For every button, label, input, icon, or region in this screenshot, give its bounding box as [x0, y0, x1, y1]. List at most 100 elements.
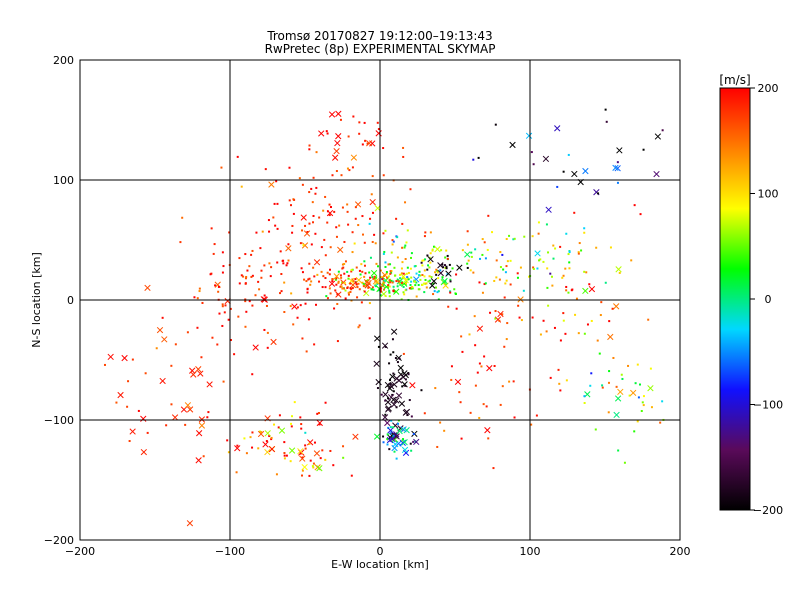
- data-point: [311, 201, 314, 204]
- data-point: [400, 272, 403, 275]
- data-point: [406, 266, 409, 269]
- data-point-cross: [399, 439, 406, 446]
- data-point: [343, 272, 346, 275]
- data-point: [363, 260, 366, 263]
- data-point: [396, 236, 399, 239]
- data-point: [402, 352, 405, 355]
- data-point: [472, 271, 475, 274]
- data-point: [250, 253, 253, 256]
- data-point: [539, 333, 542, 336]
- data-point-cross: [291, 303, 298, 310]
- data-point: [410, 415, 413, 418]
- data-point: [347, 277, 350, 280]
- data-point: [410, 276, 413, 279]
- data-point: [233, 353, 236, 356]
- data-point: [494, 310, 497, 313]
- data-point: [389, 379, 392, 382]
- data-point: [391, 393, 394, 396]
- data-point: [623, 461, 626, 464]
- x-axis-label: E-W location [km]: [331, 558, 429, 571]
- data-point: [411, 286, 414, 289]
- data-point: [498, 319, 501, 322]
- data-point: [200, 356, 203, 359]
- data-point: [395, 280, 398, 283]
- data-point: [306, 291, 309, 294]
- data-point: [466, 262, 469, 265]
- data-point-cross: [614, 395, 622, 402]
- data-point: [384, 265, 387, 268]
- data-point: [513, 237, 516, 240]
- data-point: [460, 437, 463, 440]
- y-axis-label: N-S location [km]: [30, 252, 43, 348]
- data-point: [400, 439, 403, 442]
- data-point-cross: [369, 198, 376, 206]
- data-point: [324, 195, 327, 198]
- data-point: [221, 251, 224, 254]
- data-point: [659, 421, 662, 424]
- data-point-cross: [390, 328, 398, 335]
- data-point: [449, 291, 452, 294]
- data-point: [410, 252, 413, 255]
- data-point: [419, 278, 422, 281]
- data-point: [478, 416, 481, 419]
- data-point-cross: [206, 381, 213, 388]
- data-point: [512, 380, 515, 383]
- data-point: [362, 285, 365, 288]
- data-point-cross: [614, 165, 621, 172]
- data-point: [387, 263, 390, 266]
- data-point: [301, 474, 304, 477]
- data-point: [547, 304, 550, 307]
- data-point-cross: [186, 520, 194, 527]
- data-point-cross: [335, 133, 342, 140]
- data-point: [221, 305, 224, 308]
- data-point: [317, 411, 320, 414]
- data-point: [418, 274, 421, 277]
- data-point: [402, 291, 405, 294]
- data-point: [415, 272, 418, 275]
- data-point-cross: [517, 296, 524, 303]
- data-point: [314, 232, 317, 235]
- data-point-cross: [429, 282, 436, 289]
- data-point-cross: [159, 377, 166, 385]
- data-point-cross: [195, 430, 203, 437]
- data-point: [400, 281, 403, 284]
- data-point: [636, 420, 639, 423]
- data-point: [546, 286, 549, 289]
- data-point: [401, 261, 404, 264]
- data-point: [347, 291, 350, 294]
- data-point: [384, 294, 387, 297]
- data-point: [411, 287, 414, 290]
- data-point: [545, 223, 548, 226]
- data-point-cross: [486, 365, 493, 372]
- data-point: [389, 426, 392, 429]
- data-point-cross: [430, 278, 438, 285]
- data-point: [608, 320, 611, 323]
- data-point: [270, 266, 273, 269]
- data-point: [577, 251, 580, 254]
- data-point: [386, 443, 389, 446]
- data-point: [398, 357, 401, 360]
- data-point: [329, 292, 332, 295]
- data-point: [634, 382, 637, 385]
- data-point: [291, 231, 294, 234]
- data-point: [499, 266, 502, 269]
- data-point: [379, 294, 382, 297]
- data-point-cross: [268, 181, 275, 188]
- data-point: [342, 287, 345, 290]
- data-point: [407, 278, 410, 281]
- data-point: [517, 304, 520, 307]
- data-point: [474, 248, 477, 251]
- data-point: [468, 333, 471, 336]
- data-point: [334, 278, 337, 281]
- data-point-cross: [387, 427, 394, 434]
- data-point: [250, 275, 253, 278]
- data-point: [558, 382, 561, 385]
- data-point: [324, 401, 327, 404]
- data-point: [461, 350, 464, 353]
- data-point: [552, 257, 555, 260]
- data-point: [450, 365, 453, 368]
- data-point: [249, 436, 252, 439]
- data-point-cross: [395, 377, 403, 384]
- data-point: [313, 343, 316, 346]
- data-point: [308, 442, 311, 445]
